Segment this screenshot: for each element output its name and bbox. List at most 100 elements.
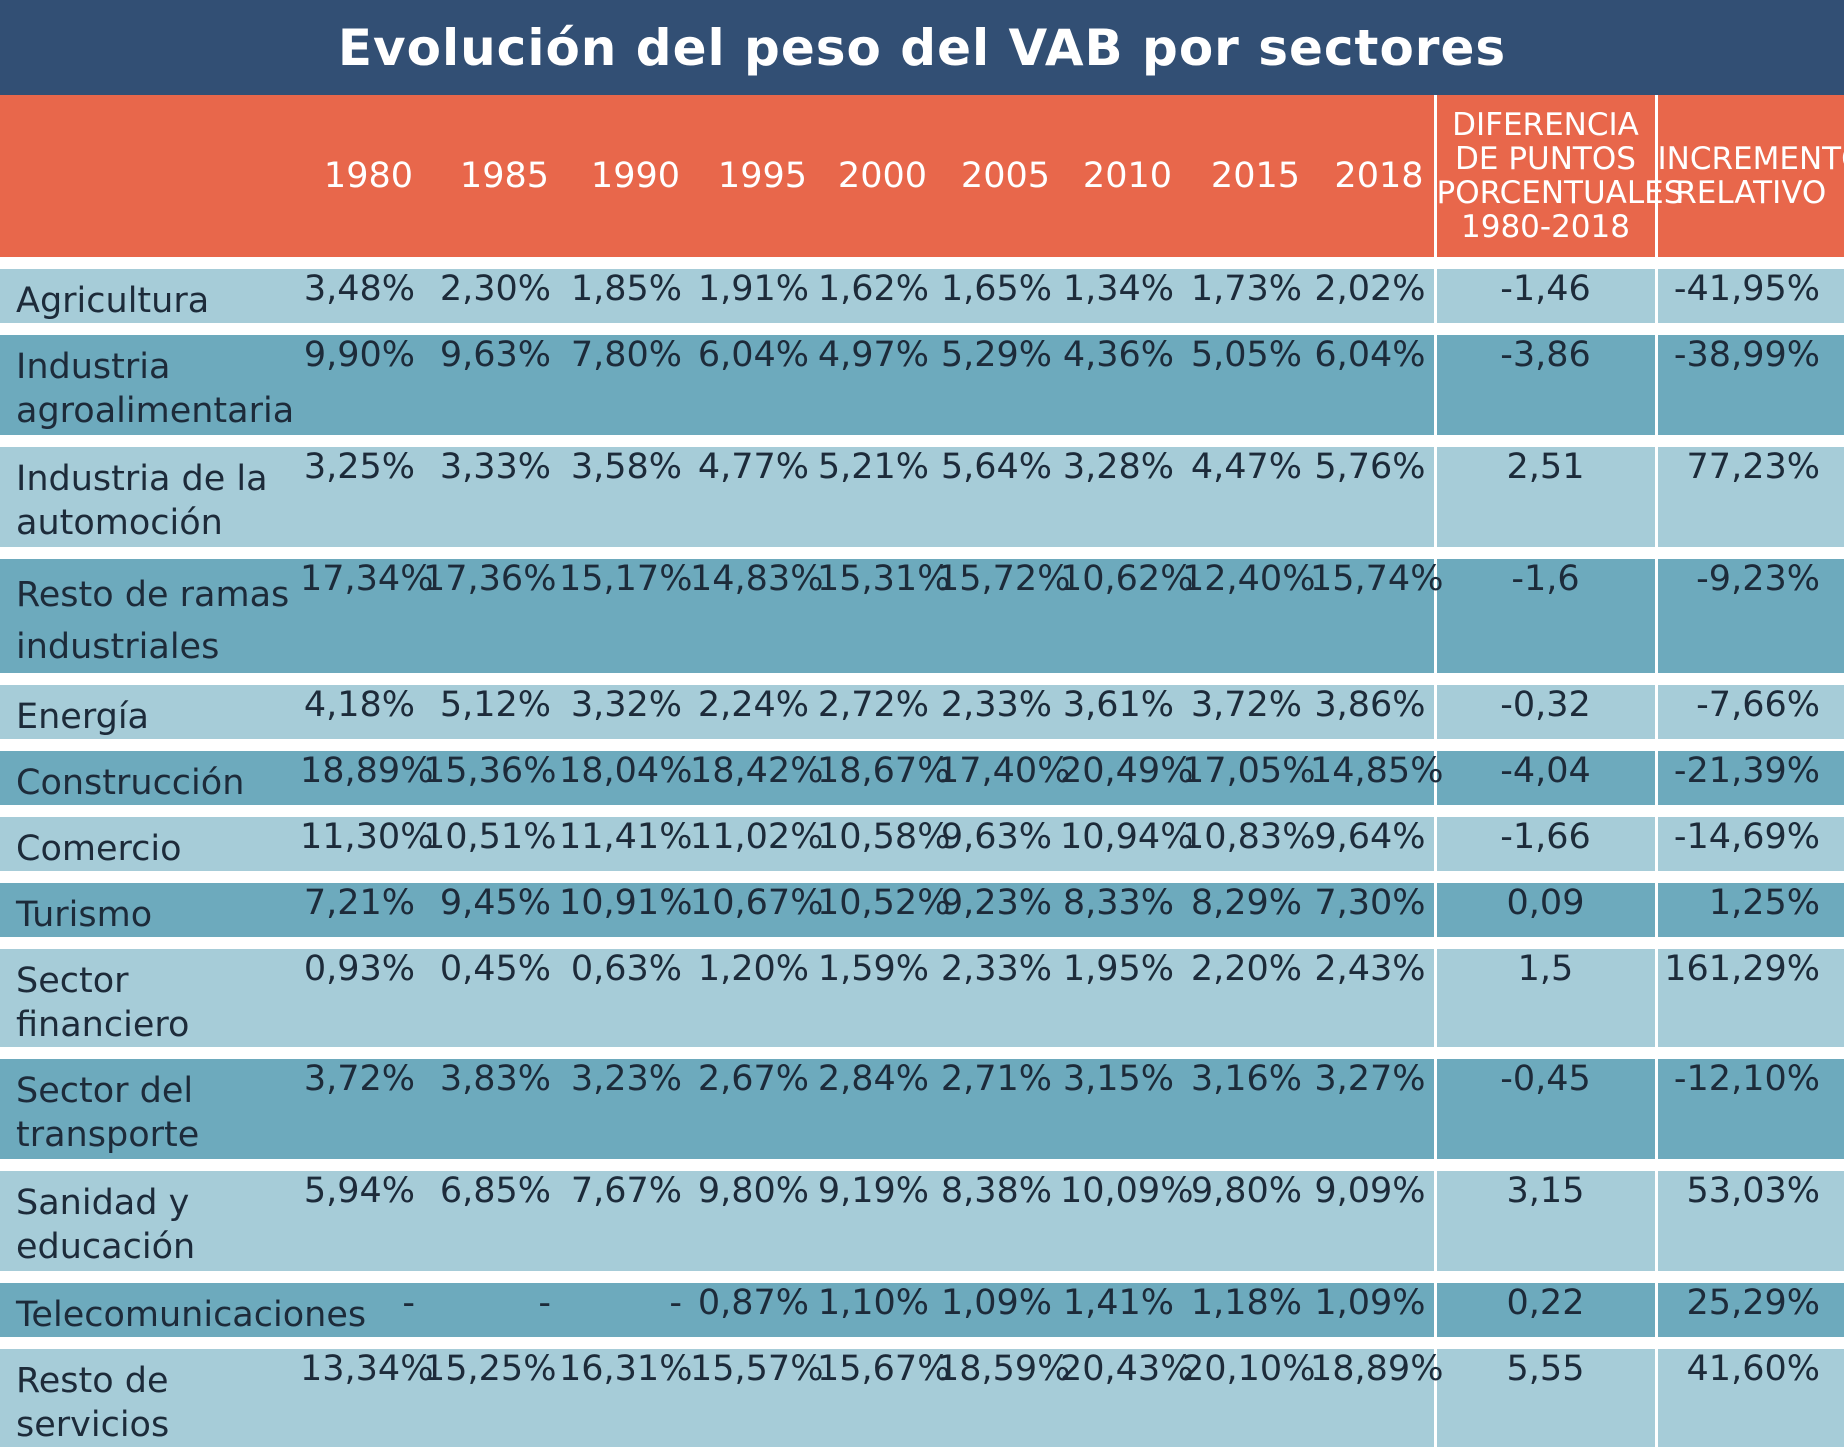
- row-label: Telecomunicaciones: [0, 1277, 300, 1343]
- cell-2005: 9,23%: [937, 877, 1060, 943]
- cell-1990: 16,31%: [559, 1343, 690, 1447]
- cell-diferencia: 5,55: [1435, 1343, 1656, 1447]
- cell-2000: 10,52%: [817, 877, 937, 943]
- row-label: Agricultura: [0, 263, 300, 329]
- cell-2010: 8,33%: [1060, 877, 1182, 943]
- cell-2005: 8,38%: [937, 1165, 1060, 1277]
- cell-2018: 15,74%: [1310, 553, 1435, 679]
- cell-2015: 5,05%: [1182, 329, 1310, 441]
- cell-1995: 0,87%: [690, 1277, 817, 1343]
- cell-2005: 5,64%: [937, 441, 1060, 553]
- cell-2015: 9,80%: [1182, 1165, 1310, 1277]
- column-header-diferencia-line: 1980-2018: [1461, 209, 1630, 245]
- cell-diferencia: 0,22: [1435, 1277, 1656, 1343]
- cell-2018: 7,30%: [1310, 877, 1435, 943]
- cell-2018: 9,64%: [1310, 811, 1435, 877]
- cell-incremento: -9,23%: [1656, 553, 1844, 679]
- cell-1985: 0,45%: [423, 943, 559, 1053]
- cell-1990: 11,41%: [559, 811, 690, 877]
- cell-1995: 6,04%: [690, 329, 817, 441]
- cell-2015: 20,10%: [1182, 1343, 1310, 1447]
- column-header-diferencia-line: PORCENTUALES: [1437, 175, 1684, 211]
- cell-2018: 6,04%: [1310, 329, 1435, 441]
- cell-2010: 10,94%: [1060, 811, 1182, 877]
- cell-incremento: 25,29%: [1656, 1277, 1844, 1343]
- cell-2018: 3,27%: [1310, 1053, 1435, 1165]
- cell-2018: 2,02%: [1310, 263, 1435, 329]
- cell-incremento: 77,23%: [1656, 441, 1844, 553]
- cell-incremento: 1,25%: [1656, 877, 1844, 943]
- cell-1995: 14,83%: [690, 553, 817, 679]
- cell-1990: 10,91%: [559, 877, 690, 943]
- column-header-1985: 1985: [423, 95, 559, 263]
- cell-2015: 4,47%: [1182, 441, 1310, 553]
- cell-diferencia: -1,66: [1435, 811, 1656, 877]
- cell-diferencia: -1,6: [1435, 553, 1656, 679]
- cell-2005: 2,33%: [937, 943, 1060, 1053]
- cell-1980: 7,21%: [300, 877, 423, 943]
- cell-2005: 2,71%: [937, 1053, 1060, 1165]
- cell-2005: 15,72%: [937, 553, 1060, 679]
- table-row: Telecomunicaciones---0,87%1,10%1,09%1,41…: [0, 1277, 1844, 1343]
- cell-diferencia: -0,45: [1435, 1053, 1656, 1165]
- row-label: Sanidad y educación: [0, 1165, 300, 1277]
- column-header-incremento-line: INCREMENTO: [1658, 141, 1844, 177]
- cell-1985: 3,83%: [423, 1053, 559, 1165]
- cell-2000: 18,67%: [817, 745, 937, 811]
- cell-2000: 2,72%: [817, 679, 937, 745]
- row-label: Construcción: [0, 745, 300, 811]
- cell-1990: 3,32%: [559, 679, 690, 745]
- cell-1985: 17,36%: [423, 553, 559, 679]
- cell-1980: 13,34%: [300, 1343, 423, 1447]
- cell-2000: 1,10%: [817, 1277, 937, 1343]
- cell-2015: 17,05%: [1182, 745, 1310, 811]
- cell-2015: 12,40%: [1182, 553, 1310, 679]
- cell-1990: -: [559, 1277, 690, 1343]
- row-label: Sector del transporte: [0, 1053, 300, 1165]
- cell-2000: 4,97%: [817, 329, 937, 441]
- cell-1995: 2,67%: [690, 1053, 817, 1165]
- cell-2010: 20,49%: [1060, 745, 1182, 811]
- cell-2015: 1,18%: [1182, 1277, 1310, 1343]
- cell-1980: 18,89%: [300, 745, 423, 811]
- cell-2010: 3,28%: [1060, 441, 1182, 553]
- cell-2015: 3,72%: [1182, 679, 1310, 745]
- cell-diferencia: 0,09: [1435, 877, 1656, 943]
- cell-1985: 3,33%: [423, 441, 559, 553]
- cell-1980: 17,34%: [300, 553, 423, 679]
- cell-diferencia: -0,32: [1435, 679, 1656, 745]
- row-label: Comercio: [0, 811, 300, 877]
- cell-diferencia: 3,15: [1435, 1165, 1656, 1277]
- cell-1980: 3,48%: [300, 263, 423, 329]
- row-label: Industria de la automoción: [0, 441, 300, 553]
- cell-diferencia: -3,86: [1435, 329, 1656, 441]
- cell-1990: 18,04%: [559, 745, 690, 811]
- cell-1990: 7,80%: [559, 329, 690, 441]
- row-label: Resto de servicios: [0, 1343, 300, 1447]
- cell-2015: 2,20%: [1182, 943, 1310, 1053]
- cell-2000: 15,31%: [817, 553, 937, 679]
- cell-1995: 2,24%: [690, 679, 817, 745]
- cell-1980: 3,72%: [300, 1053, 423, 1165]
- cell-2010: 1,95%: [1060, 943, 1182, 1053]
- cell-1985: 15,25%: [423, 1343, 559, 1447]
- cell-2000: 2,84%: [817, 1053, 937, 1165]
- row-label: Energía: [0, 679, 300, 745]
- cell-2010: 10,62%: [1060, 553, 1182, 679]
- cell-incremento: 53,03%: [1656, 1165, 1844, 1277]
- chart-title: Evolución del peso del VAB por sectores: [338, 19, 1506, 77]
- cell-2018: 5,76%: [1310, 441, 1435, 553]
- cell-diferencia: 1,5: [1435, 943, 1656, 1053]
- cell-2005: 17,40%: [937, 745, 1060, 811]
- cell-2005: 18,59%: [937, 1343, 1060, 1447]
- cell-1995: 4,77%: [690, 441, 817, 553]
- cell-diferencia: -4,04: [1435, 745, 1656, 811]
- cell-1980: 4,18%: [300, 679, 423, 745]
- cell-2000: 15,67%: [817, 1343, 937, 1447]
